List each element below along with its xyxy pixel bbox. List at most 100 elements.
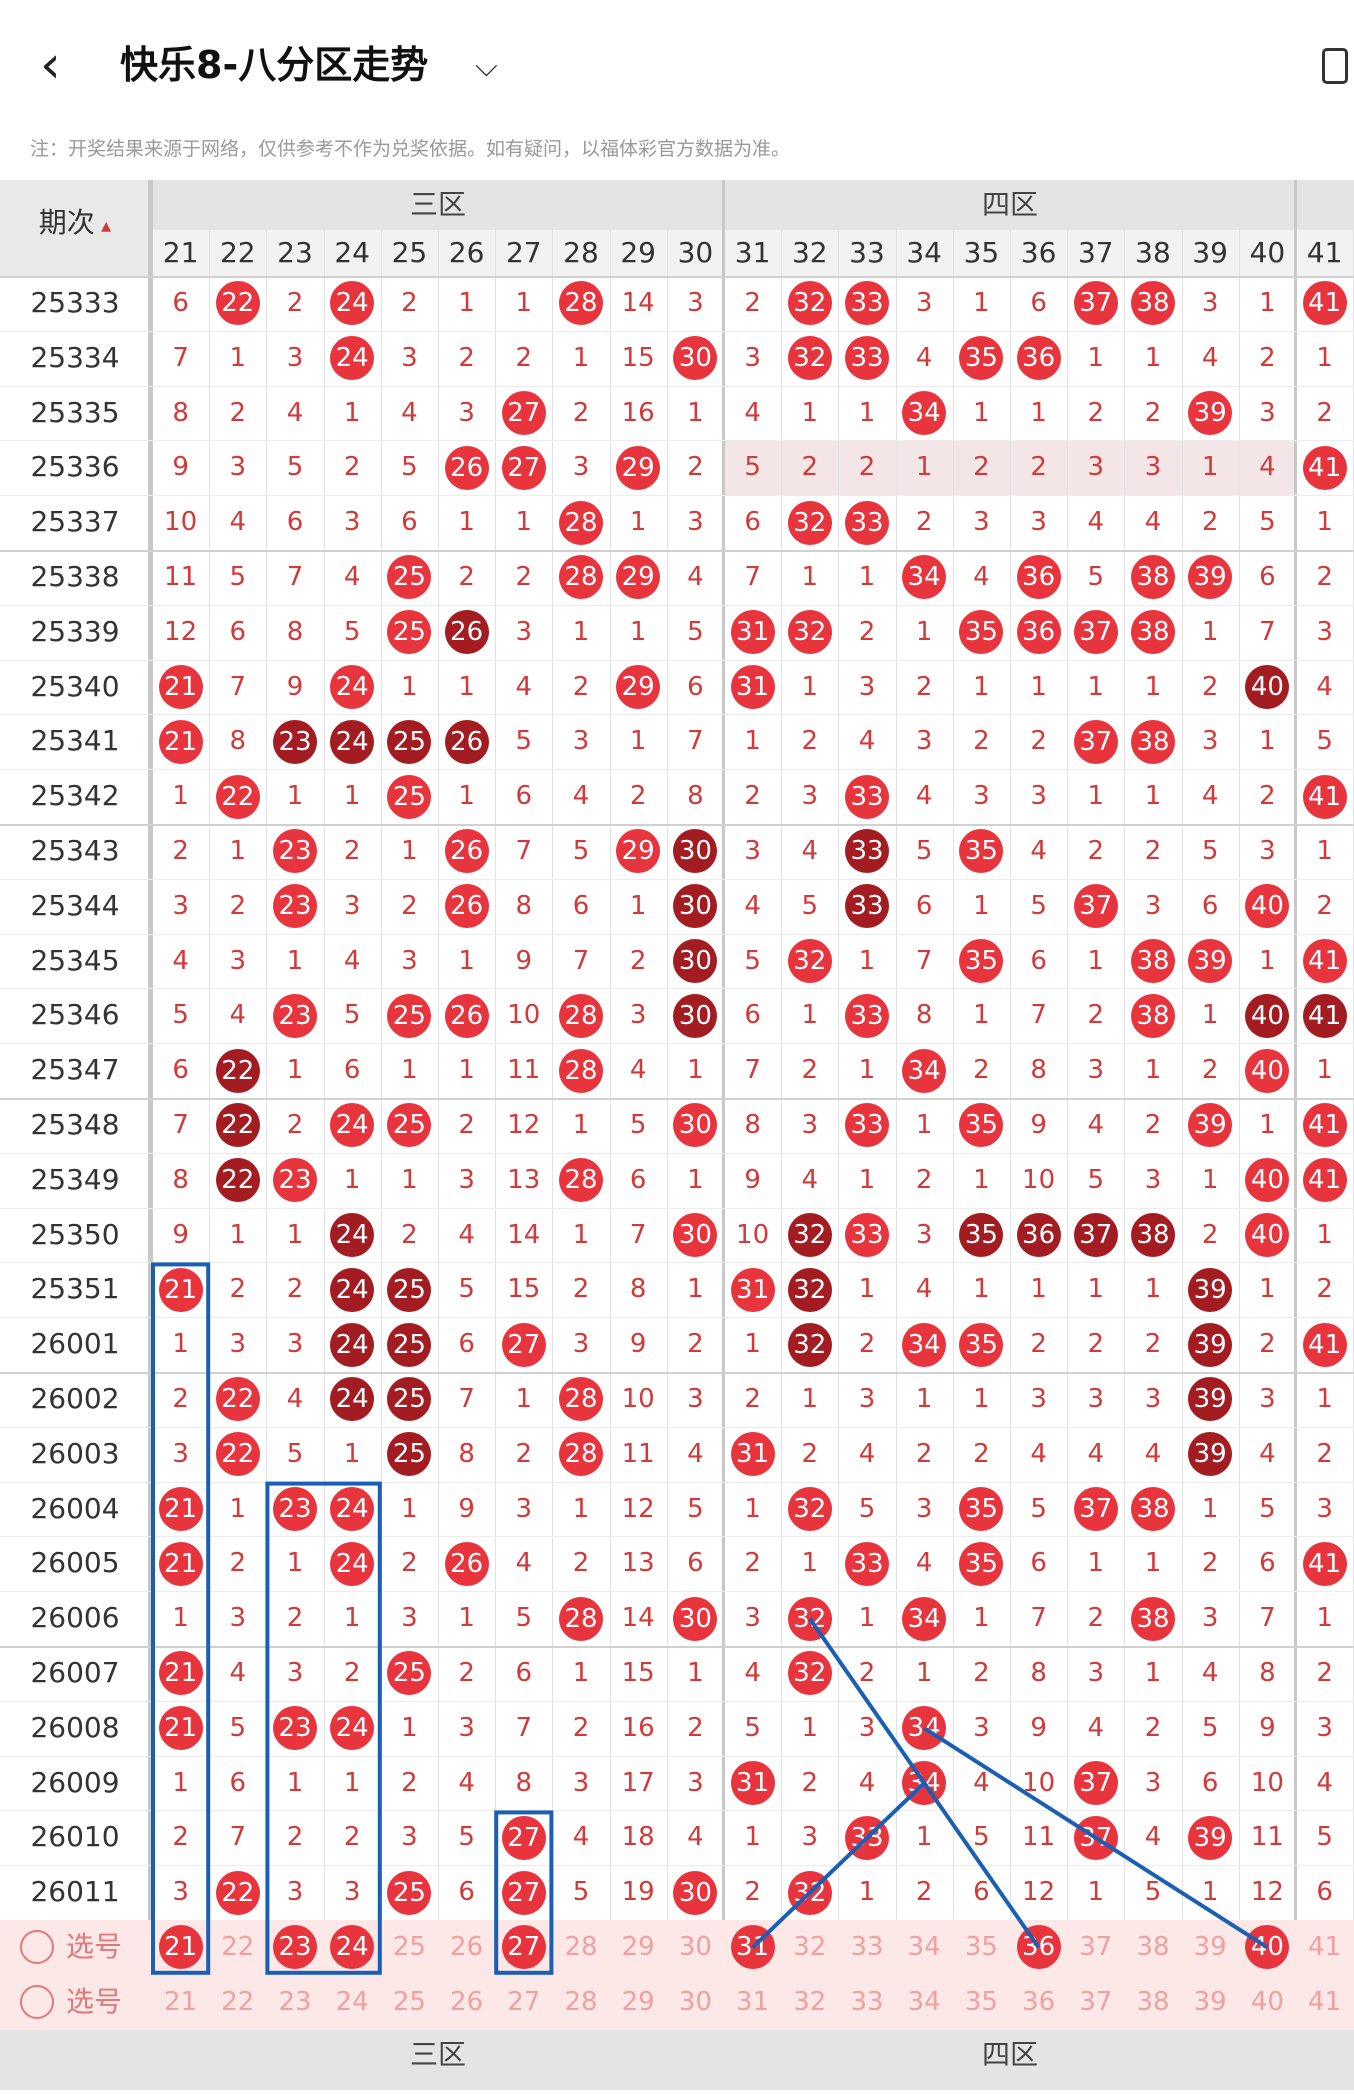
miss-count: 4 [1316,671,1333,702]
hit-ball: 34 [902,555,947,600]
miss-count: 1 [629,726,647,757]
select-number[interactable]: 30 [678,1932,712,1962]
select-number[interactable]: 28 [564,1932,598,1962]
chevron-down-icon[interactable]: ⌵ [475,49,498,84]
select-number[interactable]: 29 [621,1932,655,1962]
miss-count: 1 [286,1055,304,1086]
miss-count: 1 [1316,1603,1333,1634]
miss-count: 2 [858,616,876,647]
column-header: 40 [1249,236,1286,269]
select-number[interactable]: 40 [1250,1986,1284,2017]
select-number[interactable]: 23 [278,1986,312,2017]
miss-count: 2 [229,397,247,428]
miss-count: 1 [973,1384,990,1414]
select-number[interactable]: 35 [964,1932,998,1962]
select-number[interactable]: 28 [564,1986,598,2017]
miss-count: 1 [1259,945,1276,976]
miss-count: 3 [229,1329,247,1360]
select-number[interactable]: 37 [1079,1932,1113,1962]
hit-ball: 32 [787,336,832,381]
miss-count: 1 [572,342,590,373]
select-number[interactable]: 39 [1193,1986,1227,2017]
select-number[interactable]: 27 [507,1986,541,2017]
grid-vline [266,230,268,2030]
selected-ball[interactable]: 21 [158,1925,203,1970]
hit-ball: 29 [616,829,661,874]
select-number[interactable]: 35 [964,1986,998,2017]
select-number[interactable]: 34 [907,1932,941,1962]
select-radio[interactable] [20,1930,54,1965]
select-number[interactable]: 26 [450,1932,484,1962]
miss-count: 10 [736,1219,770,1250]
select-number[interactable]: 39 [1193,1932,1227,1962]
miss-count: 1 [973,1603,990,1634]
selected-ball[interactable]: 36 [1016,1925,1061,1970]
miss-count: 6 [744,1000,761,1031]
select-number[interactable]: 25 [392,1932,426,1962]
miss-count: 4 [172,945,189,976]
miss-count: 2 [1259,1329,1276,1360]
select-number[interactable]: 36 [1022,1986,1056,2017]
select-number[interactable]: 41 [1308,1932,1342,1962]
phone-icon[interactable] [1322,48,1348,84]
select-number[interactable]: 33 [850,1932,884,1962]
grid-vline [666,230,668,2030]
select-number[interactable]: 22 [221,1986,255,2017]
select-number[interactable]: 38 [1136,1986,1170,2017]
miss-count: 1 [801,1384,819,1414]
miss-count: 7 [172,1110,189,1140]
selected-ball[interactable]: 31 [730,1925,775,1970]
miss-count: 4 [515,1548,533,1579]
selected-ball[interactable]: 27 [501,1925,546,1970]
hit-ball: 41 [1302,1158,1347,1203]
miss-count: 7 [286,562,304,592]
miss-count: 14 [507,1219,541,1250]
column-header: 39 [1192,236,1228,269]
select-number[interactable]: 37 [1079,1986,1113,2017]
select-number[interactable]: 30 [678,1986,712,2017]
select-number[interactable]: 29 [621,1986,655,2017]
miss-count: 2 [1087,1329,1105,1360]
miss-count: 5 [343,1000,361,1031]
hit-ball: 33 [845,281,889,326]
hit-ball: 34 [902,1761,947,1805]
issue-header[interactable]: 期次 ▴ [0,202,150,246]
miss-count: 3 [687,1384,704,1414]
hit-ball: 34 [902,1322,947,1367]
select-number[interactable]: 34 [907,1986,941,2017]
select-number[interactable]: 33 [850,1986,884,2017]
miss-count: 7 [687,726,704,757]
select-number[interactable]: 21 [164,1986,198,2017]
miss-count: 5 [629,1110,647,1140]
miss-count: 1 [973,1274,990,1305]
miss-count: 1 [1316,507,1333,538]
miss-count: 2 [1316,1438,1333,1469]
miss-count: 4 [1087,507,1105,538]
select-number[interactable]: 26 [450,1986,484,2017]
period-cell: 26001 [0,1317,150,1372]
hit-ball: 25 [387,719,432,764]
miss-count: 4 [915,342,933,373]
miss-count: 2 [687,1712,704,1743]
sort-arrow-icon[interactable]: ▴ [94,213,112,237]
miss-count: 2 [229,890,247,921]
select-number[interactable]: 25 [392,1986,426,2017]
miss-count: 2 [1144,836,1162,866]
select-number[interactable]: 24 [335,1986,369,2017]
select-number[interactable]: 38 [1136,1932,1170,1962]
select-number[interactable]: 31 [736,1986,770,2017]
period-cell: 25345 [0,933,150,989]
select-number[interactable]: 32 [793,1986,827,2017]
page-title[interactable]: 快乐8-八分区走势 [120,43,429,87]
miss-count: 3 [915,1493,933,1524]
miss-count: 4 [229,1000,247,1031]
select-radio[interactable] [20,1985,54,2020]
miss-count: 2 [1030,452,1047,483]
select-number[interactable]: 41 [1308,1986,1342,2017]
hit-ball: 34 [902,1596,947,1641]
back-arrow-icon[interactable]: ‹ [40,35,61,95]
select-number[interactable]: 22 [221,1932,255,1962]
miss-count: 3 [172,1438,189,1469]
miss-count: 1 [1087,1548,1105,1579]
select-number[interactable]: 32 [793,1932,827,1962]
